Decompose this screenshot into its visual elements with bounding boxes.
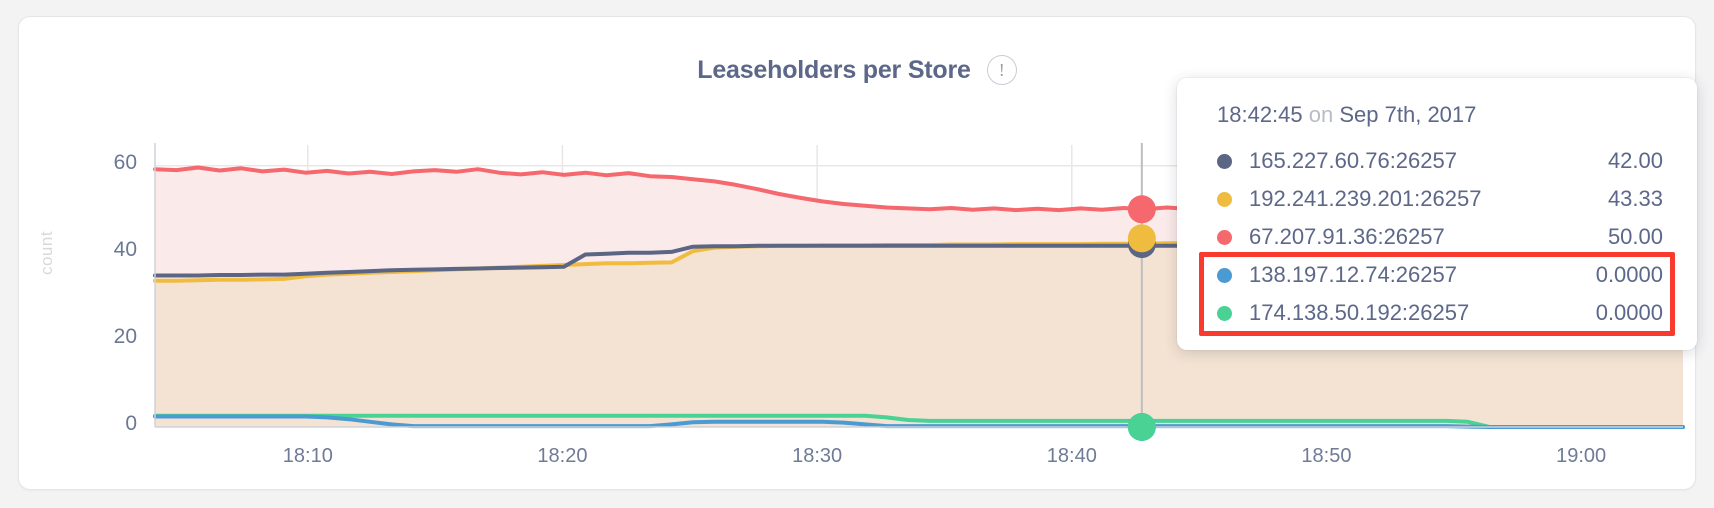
tooltip-row: 174.138.50.192:26257 0.0000 — [1177, 294, 1697, 332]
tooltip-timestamp: 18:42:45 on Sep 7th, 2017 — [1177, 98, 1697, 142]
tooltip-row: 138.197.12.74:26257 0.0000 — [1177, 256, 1697, 294]
tooltip-date: Sep 7th, 2017 — [1339, 102, 1477, 127]
series-value: 0.0000 — [1595, 262, 1663, 287]
series-label: 174.138.50.192:26257 — [1249, 300, 1470, 325]
tooltip-time: 18:42:45 — [1217, 102, 1303, 127]
chart-header: Leaseholders per Store ! — [19, 55, 1695, 85]
series-color-dot — [1217, 267, 1232, 283]
series-value: 42.00 — [1607, 148, 1663, 173]
exclamation-circle-icon[interactable]: ! — [986, 55, 1017, 85]
series-value: 0.0000 — [1595, 300, 1663, 325]
tooltip-row: 192.241.239.201:26257 43.33 — [1177, 180, 1697, 218]
series-value: 43.33 — [1607, 186, 1663, 211]
x-tick-label: 18:40 — [1046, 445, 1097, 467]
tooltip-row: 165.227.60.76:26257 42.00 — [1177, 142, 1697, 180]
tooltip-on-word: on — [1308, 102, 1334, 127]
series-label: 67.207.91.36:26257 — [1249, 224, 1445, 249]
series-color-dot — [1217, 153, 1232, 169]
series-color-dot — [1217, 305, 1232, 321]
x-tick-label: 18:30 — [792, 445, 843, 467]
y-tick-label: 40 — [113, 237, 137, 261]
series-color-dot — [1217, 229, 1232, 245]
x-tick-label: 18:20 — [537, 445, 588, 467]
series-value: 50.00 — [1607, 224, 1663, 249]
series-label: 165.227.60.76:26257 — [1249, 148, 1457, 173]
page-title: Leaseholders per Store — [697, 55, 971, 84]
y-tick-label: 20 — [113, 324, 137, 348]
series-label: 138.197.12.74:26257 — [1249, 262, 1457, 287]
tooltip-row: 67.207.91.36:26257 50.00 — [1177, 218, 1697, 256]
x-tick-label: 19:00 — [1556, 445, 1607, 467]
y-tick-label: 60 — [113, 150, 137, 174]
tooltip-rows: 165.227.60.76:26257 42.00 192.241.239.201:… — [1177, 142, 1697, 336]
series-color-dot — [1217, 191, 1232, 207]
y-tick-label: 0 — [125, 412, 137, 435]
series-label: 192.241.239.201:26257 — [1249, 186, 1482, 211]
y-axis-ticks: 0 20 40 60 — [47, 17, 137, 491]
x-tick-label: 18:50 — [1301, 445, 1352, 467]
x-tick-label: 18:10 — [282, 445, 333, 467]
hover-tooltip: 18:42:45 on Sep 7th, 2017 165.227.60.76:… — [1177, 78, 1697, 350]
chart-card: Leaseholders per Store ! count 0 20 40 60 1… — [18, 16, 1697, 491]
